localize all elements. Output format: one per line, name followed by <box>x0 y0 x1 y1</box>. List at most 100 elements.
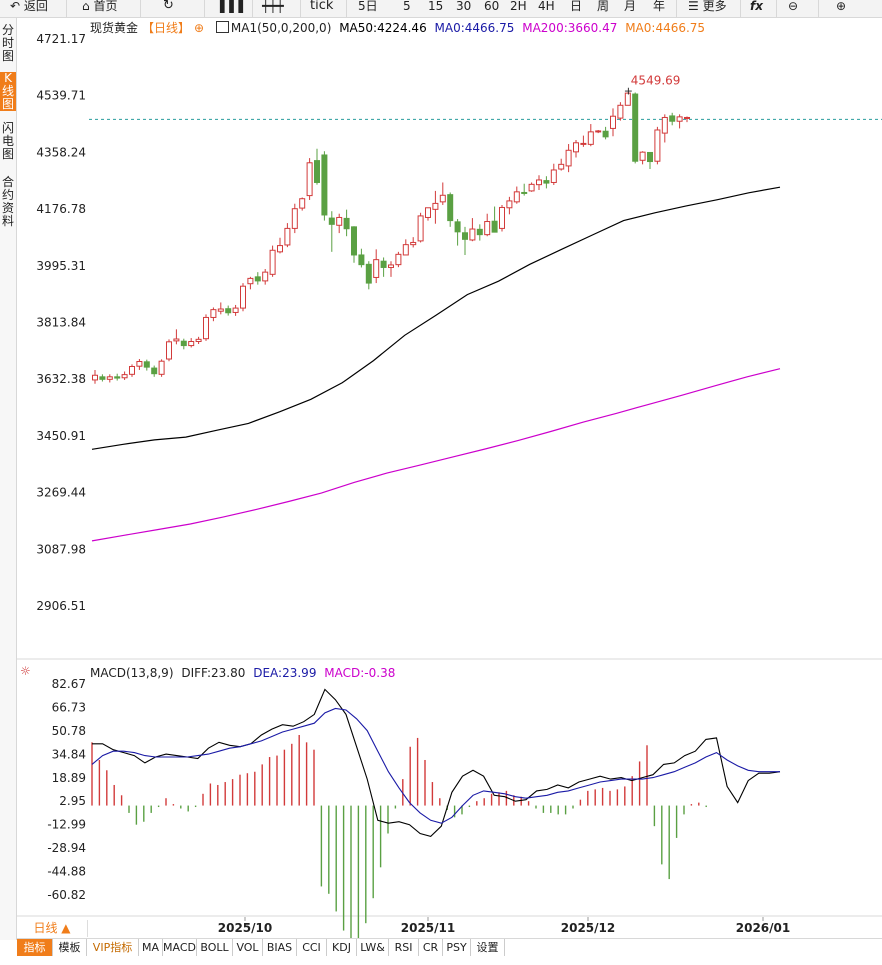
candle <box>380 260 387 268</box>
candle <box>321 154 328 216</box>
ma0-value: MA0:4466.75 <box>434 21 515 35</box>
indicator-tab-5[interactable]: BOLL <box>197 939 233 956</box>
y-tick-label: 4721.17 <box>36 32 86 46</box>
home-button[interactable]: ⌂ 首页 <box>82 0 118 13</box>
period-15m[interactable]: 15 <box>428 0 444 13</box>
macd-y-tick-label: -60.82 <box>47 888 86 902</box>
top-toolbar: ↶ 返回 ⌂ 首页 ↻ ▌▌▌ ┿┿┿ tick 5日 5 15 30 60 2… <box>0 0 882 18</box>
period-5m[interactable]: 5 <box>403 0 411 13</box>
toolbar-divider <box>300 0 301 17</box>
indicator-tab-10[interactable]: LW& <box>357 939 389 956</box>
period-month[interactable]: 月 <box>624 0 637 13</box>
y-tick-label: 4176.78 <box>36 202 86 216</box>
candle <box>602 130 609 138</box>
candle <box>410 241 417 246</box>
indicator-tab-6[interactable]: VOL <box>233 939 263 956</box>
indicator-tab-11[interactable]: RSI <box>389 939 419 956</box>
macd-y-tick-label: 18.89 <box>52 771 86 785</box>
indicator-tab-1[interactable]: 模板 <box>53 939 87 956</box>
y-tick-label: 3813.84 <box>36 316 86 330</box>
macd-y-tick-label: -28.94 <box>47 841 86 855</box>
candle <box>358 254 365 266</box>
formula-button[interactable]: fx <box>750 0 763 13</box>
period-label[interactable]: 【日线】 <box>142 21 191 35</box>
macd-value: MACD:-0.38 <box>324 666 396 680</box>
indicator-tab-8[interactable]: CCI <box>297 939 327 956</box>
toolbar-divider <box>818 0 819 17</box>
period-30m[interactable]: 30 <box>456 0 472 13</box>
tick-button[interactable]: tick <box>310 0 334 13</box>
candle <box>506 200 513 209</box>
sidebar-tab-kline[interactable]: K线图 <box>0 71 16 111</box>
candle <box>439 194 446 203</box>
zoom-out-icon[interactable]: ⊖ <box>788 0 799 13</box>
indicator-tab-2[interactable]: VIP指标 <box>87 939 139 956</box>
sidebar-tab-contract[interactable]: 合约资料 <box>1 175 14 228</box>
period-week[interactable]: 周 <box>597 0 610 13</box>
candle <box>336 216 343 226</box>
candle <box>536 179 542 186</box>
max-price-label: 4549.69 <box>631 73 681 87</box>
toolbar-divider <box>346 0 347 17</box>
zoom-in-icon[interactable]: ⊕ <box>836 0 847 13</box>
period-4h[interactable]: 4H <box>538 0 555 13</box>
candle <box>684 116 690 119</box>
macd-y-tick-label: -44.88 <box>47 865 86 879</box>
diff-value: DIFF:23.80 <box>181 666 246 680</box>
refresh-icon[interactable]: ↻ <box>163 0 174 13</box>
candle <box>195 338 202 343</box>
y-tick-label: 4358.24 <box>36 145 86 159</box>
indicator-tab-9[interactable]: KDJ <box>327 939 357 956</box>
candle <box>402 244 409 256</box>
indicator-tab-7[interactable]: BIAS <box>263 939 297 956</box>
candle <box>343 217 350 230</box>
candle <box>262 271 269 282</box>
period-day[interactable]: 日 <box>570 0 583 13</box>
back-button[interactable]: ↶ 返回 <box>10 0 48 13</box>
candle <box>291 208 298 229</box>
candlestick-icon[interactable]: ┿┿┿ <box>262 0 284 13</box>
indicator-icon[interactable] <box>215 21 229 33</box>
indicator-tab-3[interactable]: MA <box>139 939 163 956</box>
toolbar-divider <box>140 0 141 17</box>
candle <box>247 277 254 285</box>
ma0-secondary-value: MA0:4466.75 <box>625 21 706 35</box>
sidebar-tab-lightning[interactable]: 闪电图 <box>1 121 14 161</box>
candle <box>462 232 468 240</box>
more-button[interactable]: ☰ 更多 <box>688 0 727 13</box>
candle <box>269 249 276 275</box>
period-year[interactable]: 年 <box>653 0 666 13</box>
indicator-tab-14[interactable]: 设置 <box>471 939 505 956</box>
settings-icon[interactable]: ⊕ <box>194 21 205 35</box>
candle <box>499 206 505 229</box>
ma200-line <box>91 368 781 542</box>
candle <box>573 142 579 153</box>
period-60m[interactable]: 60 <box>484 0 500 13</box>
macd-y-tick-label: 66.73 <box>52 700 86 714</box>
ma200-value: MA200:3660.47 <box>522 21 618 35</box>
sidebar-tab-timeshare[interactable]: 分时图 <box>1 23 14 63</box>
candle <box>180 340 187 347</box>
ma50-line <box>91 186 781 450</box>
period-2h[interactable]: 2H <box>510 0 527 13</box>
candle <box>432 202 439 210</box>
candle <box>299 198 306 209</box>
period-selector[interactable]: 日线 ▲ <box>17 920 88 937</box>
candle <box>121 374 128 379</box>
candle <box>232 307 239 313</box>
candle <box>513 191 520 203</box>
indicator-tab-13[interactable]: PSY <box>443 939 471 956</box>
macd-y-tick-label: 2.95 <box>59 794 86 808</box>
home-icon: ⌂ <box>82 0 90 13</box>
indicator-tab-4[interactable]: MACD <box>163 939 197 956</box>
macd-y-tick-label: 50.78 <box>52 724 86 738</box>
candle <box>129 366 135 375</box>
indicator-tab-12[interactable]: CR <box>419 939 443 956</box>
candle <box>388 264 394 268</box>
period-5d[interactable]: 5日 <box>358 0 378 13</box>
macd-settings-icon[interactable]: ☼ <box>20 664 31 678</box>
indicator-tab-0[interactable]: 指标 <box>17 939 53 956</box>
bar-chart-icon[interactable]: ▌▌▌ <box>220 0 248 13</box>
candle <box>328 217 335 225</box>
